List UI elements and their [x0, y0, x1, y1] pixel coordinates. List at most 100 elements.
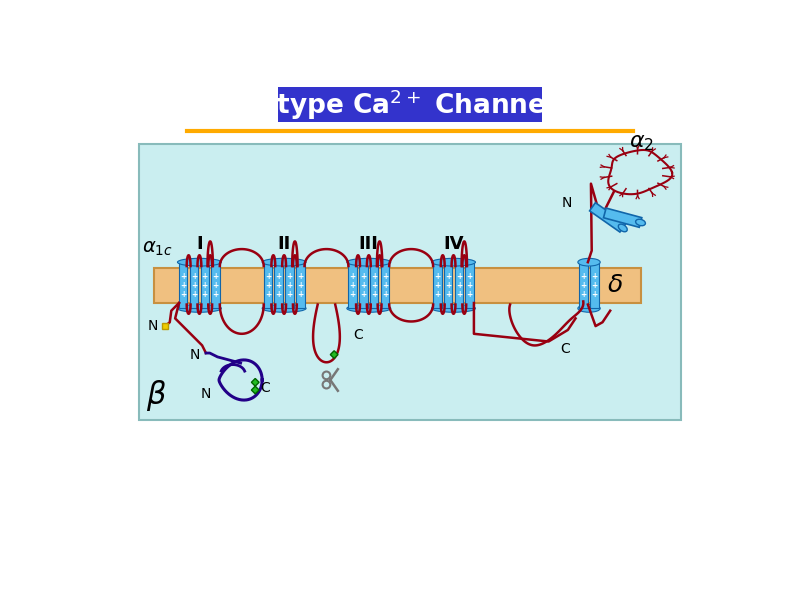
Text: III: III	[359, 235, 378, 253]
Bar	[466, 262, 474, 308]
Text: +: +	[180, 281, 186, 290]
Text: +: +	[180, 272, 186, 281]
Polygon shape	[330, 351, 338, 358]
Text: L-type Ca$^{2+}$ Channels: L-type Ca$^{2+}$ Channels	[249, 87, 571, 122]
Text: I: I	[196, 235, 202, 253]
Bar	[433, 262, 442, 308]
Text: +: +	[456, 281, 462, 290]
Text: +: +	[286, 290, 293, 299]
Bar	[274, 262, 283, 308]
Bar	[190, 262, 198, 308]
Text: +: +	[466, 281, 473, 290]
Bar	[286, 262, 294, 308]
Ellipse shape	[347, 259, 390, 266]
Text: +: +	[265, 290, 271, 299]
Text: +: +	[191, 290, 197, 299]
Bar	[370, 262, 378, 308]
Text: +: +	[591, 272, 598, 281]
Bar	[454, 262, 463, 308]
Text: +: +	[213, 281, 218, 290]
Polygon shape	[590, 203, 626, 232]
Bar	[154, 268, 641, 303]
Bar	[590, 262, 598, 308]
Bar	[139, 145, 681, 420]
Text: +: +	[434, 272, 441, 281]
Bar	[579, 262, 588, 308]
Text: +: +	[360, 281, 366, 290]
Text: C: C	[354, 328, 363, 343]
Text: +: +	[456, 290, 462, 299]
Text: +: +	[265, 281, 271, 290]
Text: +: +	[466, 290, 473, 299]
Text: C: C	[560, 342, 570, 356]
Text: +: +	[286, 272, 293, 281]
Text: +: +	[191, 272, 197, 281]
Text: +: +	[213, 290, 218, 299]
Text: +: +	[434, 290, 441, 299]
Text: +: +	[350, 290, 356, 299]
Text: +: +	[350, 281, 356, 290]
Text: $\alpha_2$: $\alpha_2$	[629, 133, 654, 153]
Ellipse shape	[178, 259, 222, 266]
Text: +: +	[275, 281, 282, 290]
Bar	[349, 262, 357, 308]
Text: N: N	[201, 387, 211, 401]
Text: +: +	[371, 281, 378, 290]
Text: $\delta$: $\delta$	[606, 273, 623, 297]
Ellipse shape	[431, 259, 475, 266]
Ellipse shape	[618, 224, 627, 232]
Ellipse shape	[262, 259, 306, 266]
Ellipse shape	[578, 305, 600, 312]
Bar	[278, 86, 542, 122]
Text: N: N	[562, 196, 572, 210]
Bar	[381, 262, 390, 308]
Text: +: +	[466, 272, 473, 281]
Text: +: +	[297, 272, 303, 281]
Text: +: +	[275, 290, 282, 299]
Text: +: +	[445, 281, 451, 290]
Text: +: +	[445, 272, 451, 281]
Text: +: +	[382, 290, 388, 299]
Ellipse shape	[578, 259, 600, 266]
Text: +: +	[382, 272, 388, 281]
Text: +: +	[371, 290, 378, 299]
Text: N: N	[148, 319, 158, 333]
Text: +: +	[456, 272, 462, 281]
Text: +: +	[371, 272, 378, 281]
Text: +: +	[581, 281, 586, 290]
Text: +: +	[581, 290, 586, 299]
Polygon shape	[251, 386, 259, 394]
Text: +: +	[445, 290, 451, 299]
Text: +: +	[360, 272, 366, 281]
Bar	[264, 262, 272, 308]
Text: +: +	[591, 290, 598, 299]
Text: +: +	[297, 290, 303, 299]
Text: +: +	[591, 281, 598, 290]
Text: +: +	[191, 281, 197, 290]
Text: N: N	[190, 349, 200, 362]
Text: +: +	[382, 281, 388, 290]
Text: IV: IV	[443, 235, 464, 253]
Text: +: +	[275, 272, 282, 281]
Bar	[296, 262, 305, 308]
Text: +: +	[434, 281, 441, 290]
Text: +: +	[297, 281, 303, 290]
Bar	[162, 323, 168, 329]
Text: +: +	[350, 272, 356, 281]
Text: +: +	[581, 272, 586, 281]
Ellipse shape	[636, 219, 646, 226]
Text: C: C	[260, 380, 270, 395]
Polygon shape	[251, 379, 259, 386]
Text: II: II	[278, 235, 290, 253]
Text: +: +	[265, 272, 271, 281]
Polygon shape	[603, 208, 642, 227]
Text: +: +	[202, 272, 208, 281]
Bar	[179, 262, 187, 308]
Ellipse shape	[262, 305, 306, 312]
Bar	[211, 262, 220, 308]
Bar	[444, 262, 452, 308]
Bar	[201, 262, 209, 308]
Ellipse shape	[178, 305, 222, 312]
Ellipse shape	[431, 305, 475, 312]
Text: +: +	[360, 290, 366, 299]
